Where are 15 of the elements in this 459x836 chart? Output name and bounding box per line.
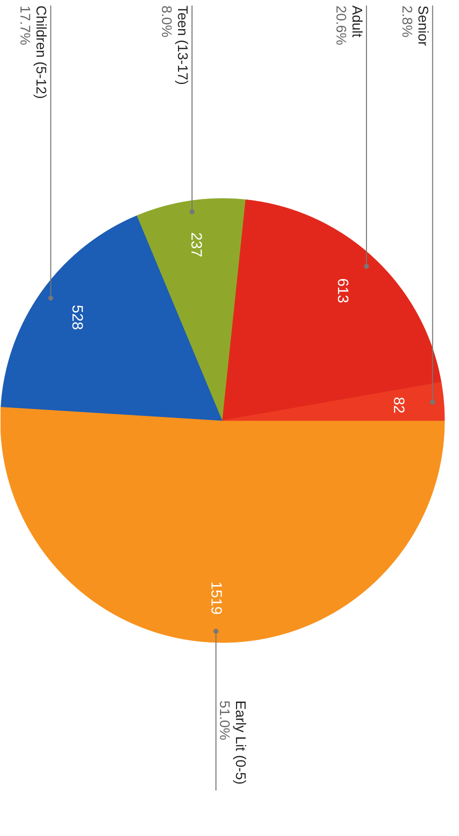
text: 2.8% [400,6,416,38]
data-label: 1519 [207,581,224,615]
data-label: 528 [68,304,86,330]
slice-label: Senior [416,6,432,46]
data-label: 237 [187,232,204,258]
slice-label: Teen (13-17) [175,6,192,85]
slice-label: Children (5-12) [34,6,50,99]
data-label: 82 [390,396,407,414]
text: 20.6% [333,6,350,46]
text: 17.7% [18,6,34,46]
slice-label: Early Lit (0-5) [232,700,249,785]
text: 51.0% [216,700,233,740]
text: 8.0% [159,6,176,38]
data-label: 613 [334,278,352,304]
slice-label: Adult [349,6,366,38]
